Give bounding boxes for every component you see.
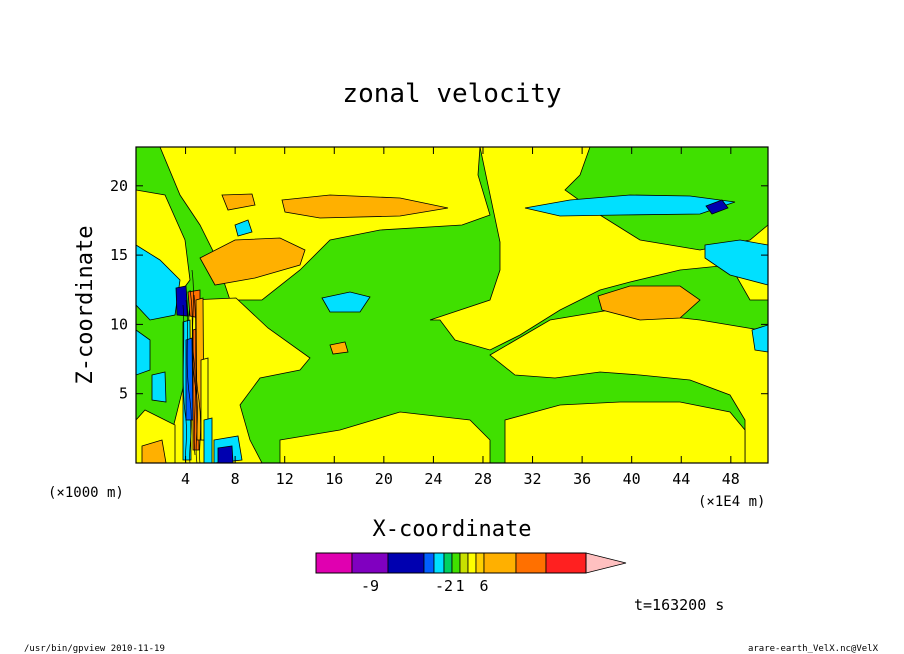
- footer-left: /usr/bin/gpview 2010-11-19: [24, 644, 165, 654]
- y-tick-label: 10: [110, 315, 128, 333]
- x-tick-label: 48: [722, 470, 740, 488]
- y-tick-label: 5: [119, 385, 128, 403]
- y-axis: 5 10 15 20: [110, 177, 768, 403]
- colorbar-cell: [387, 552, 425, 574]
- colorbar-cell: [423, 552, 435, 574]
- x-tick-label: 20: [375, 470, 393, 488]
- x-tick-label: 24: [424, 470, 442, 488]
- y-axis-label: Z-coordinate: [73, 226, 98, 385]
- chart-title: zonal velocity: [342, 79, 561, 109]
- y-tick-label: 20: [110, 177, 128, 195]
- colorbar-arrow: [585, 552, 627, 574]
- y-axis-unit: (×1000 m): [48, 485, 124, 501]
- colorbar-cell: [459, 552, 469, 574]
- plot-frame: [135, 146, 769, 464]
- colorbar-cell: [315, 552, 353, 574]
- colorbar-label: 1: [455, 577, 464, 595]
- x-tick-label: 36: [573, 470, 591, 488]
- x-tick-label: 44: [672, 470, 690, 488]
- x-tick-label: 12: [276, 470, 294, 488]
- x-tick-label: 16: [325, 470, 343, 488]
- colorbar-label: -2: [435, 577, 453, 595]
- colorbar-cell: [467, 552, 477, 574]
- colorbar-cell: [545, 552, 587, 574]
- colorbar-cell: [433, 552, 445, 574]
- colorbar-cell: [475, 552, 485, 574]
- contour-lines: [182, 269, 201, 463]
- x-axis-unit: (×1E4 m): [698, 494, 765, 510]
- footer-right: arare-earth_VelX.nc@VelX: [748, 644, 879, 654]
- colorbar: -9 -2 1 6: [315, 552, 627, 595]
- colorbar-cell: [483, 552, 517, 574]
- colorbar-label: 6: [479, 577, 488, 595]
- time-annotation: t=163200 s: [634, 596, 724, 614]
- x-tick-label: 8: [231, 470, 240, 488]
- contour-field: [136, 147, 768, 463]
- x-tick-label: 40: [623, 470, 641, 488]
- x-tick-label: 32: [524, 470, 542, 488]
- x-axis: 4 8 12 16 20 24 28 32 36 40 44 48: [181, 147, 740, 488]
- x-tick-label: 28: [474, 470, 492, 488]
- colorbar-label: -9: [361, 577, 379, 595]
- colorbar-cell: [451, 552, 461, 574]
- y-tick-label: 15: [110, 246, 128, 264]
- colorbar-cell: [515, 552, 547, 574]
- colorbar-cell: [443, 552, 453, 574]
- x-axis-label: X-coordinate: [373, 517, 532, 542]
- colorbar-cell: [351, 552, 389, 574]
- colorbar-frame: [315, 552, 587, 574]
- x-tick-label: 4: [181, 470, 190, 488]
